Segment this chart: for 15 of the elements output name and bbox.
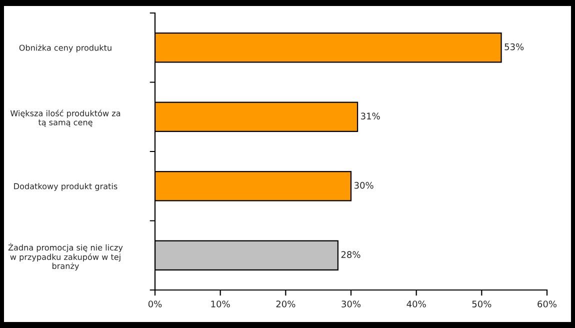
x-tick-label: 0% [148, 300, 162, 308]
x-tick-label: 20% [276, 300, 296, 308]
data-label: 30% [354, 182, 374, 189]
x-tick-label: 40% [406, 300, 426, 308]
data-label: 53% [504, 43, 524, 50]
x-tick-label: 30% [342, 300, 361, 308]
data-label: 28% [341, 251, 360, 258]
data-label: 31% [361, 112, 380, 120]
x-tick-label: 60% [538, 300, 557, 308]
x-tick-label: 50% [472, 300, 492, 308]
y-tick-label: Żadna promocja się nie liczy w przypadku zakupów w tej branży [8, 243, 123, 271]
x-tick-label: 10% [211, 300, 230, 308]
y-tick-label: Dodatkowy produkt gratis [14, 183, 118, 191]
y-tick-label: Większa ilość produktów za tą samą cenę [10, 110, 120, 127]
y-tick-label: Obniżka ceny produktu [19, 44, 112, 52]
